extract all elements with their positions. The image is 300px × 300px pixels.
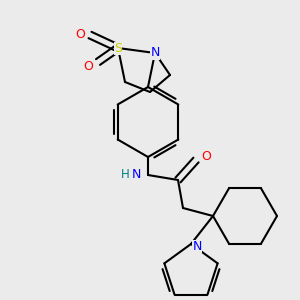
Text: N: N [192, 239, 202, 253]
Text: O: O [83, 59, 93, 73]
Text: S: S [114, 41, 122, 55]
Text: O: O [201, 151, 211, 164]
Text: O: O [75, 28, 85, 41]
Text: H: H [121, 169, 129, 182]
Text: N: N [131, 169, 141, 182]
Text: N: N [150, 46, 160, 59]
